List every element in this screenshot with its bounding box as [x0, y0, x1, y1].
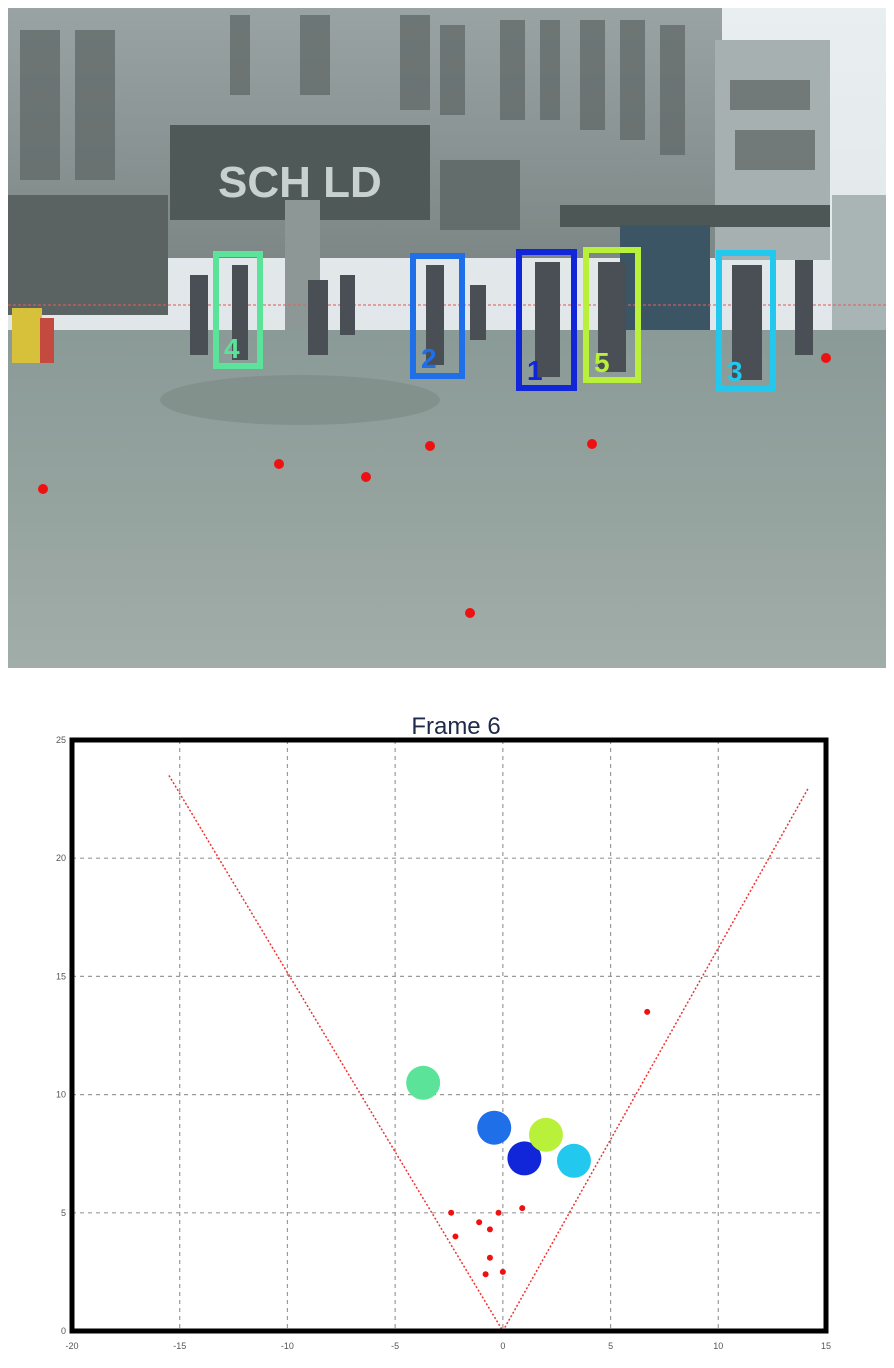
detection-dot — [38, 484, 48, 494]
track-box-label: 1 — [527, 355, 543, 386]
detection-dot — [821, 353, 831, 363]
y-tick-label: 5 — [61, 1208, 66, 1218]
track-marker-4 — [406, 1065, 441, 1100]
track-box-1 — [516, 249, 577, 391]
track-box-label: 5 — [594, 347, 610, 378]
detection-dot — [274, 459, 284, 469]
track-box-label: 2 — [421, 343, 437, 374]
detection-dot — [465, 608, 475, 618]
top-view-plot: Frame 6 -20 -15 -10 -5 0 5 10 15 0 5 10 15 20 25 — [56, 713, 831, 1351]
track-marker-5 — [528, 1117, 563, 1152]
track-box-2 — [410, 253, 465, 379]
track-marker-3 — [556, 1143, 591, 1178]
detection-dot — [361, 472, 371, 482]
x-tick-label: 5 — [608, 1341, 613, 1351]
track-marker-1 — [507, 1141, 542, 1176]
plot-detection-point — [499, 1268, 506, 1275]
detection-dot — [587, 439, 597, 449]
street-scene-image: SCH LD 4 2 1 5 3 — [8, 8, 886, 668]
y-tick-label: 25 — [56, 735, 66, 745]
storefront-sign: SCH LD — [218, 158, 382, 207]
track-box-4 — [213, 251, 263, 369]
plot-detection-point — [482, 1271, 489, 1278]
track-box-3 — [716, 250, 776, 392]
track-marker-2 — [477, 1110, 512, 1145]
y-tick-label: 0 — [61, 1326, 66, 1336]
plot-detection-point — [486, 1226, 493, 1233]
plot-detection-point — [452, 1233, 459, 1240]
x-tick-label: 15 — [821, 1341, 831, 1351]
track-box-label: 3 — [727, 356, 743, 387]
plot-frame — [69, 737, 829, 1334]
track-box-5 — [583, 247, 641, 383]
y-tick-label: 20 — [56, 853, 66, 863]
plot-detection-point — [486, 1254, 493, 1261]
x-tick-label: -15 — [173, 1341, 186, 1351]
plot-detection-point — [476, 1219, 483, 1226]
x-tick-label: -5 — [391, 1341, 399, 1351]
y-tick-label: 15 — [56, 971, 66, 981]
plot-detection-point — [495, 1209, 502, 1216]
y-tick-label: 10 — [56, 1090, 66, 1100]
detection-dot — [425, 441, 435, 451]
field-of-view-line — [168, 775, 504, 1332]
x-tick-label: 0 — [500, 1341, 505, 1351]
chart-title: Frame 6 — [411, 713, 500, 740]
plot-detection-point — [644, 1008, 651, 1015]
plot-detection-point — [448, 1209, 455, 1216]
x-tick-label: -10 — [281, 1341, 294, 1351]
x-tick-label: -20 — [65, 1341, 78, 1351]
x-tick-label: 10 — [713, 1341, 723, 1351]
track-box-label: 4 — [224, 333, 240, 364]
plot-detection-point — [519, 1205, 526, 1212]
field-of-view-line — [502, 786, 810, 1332]
